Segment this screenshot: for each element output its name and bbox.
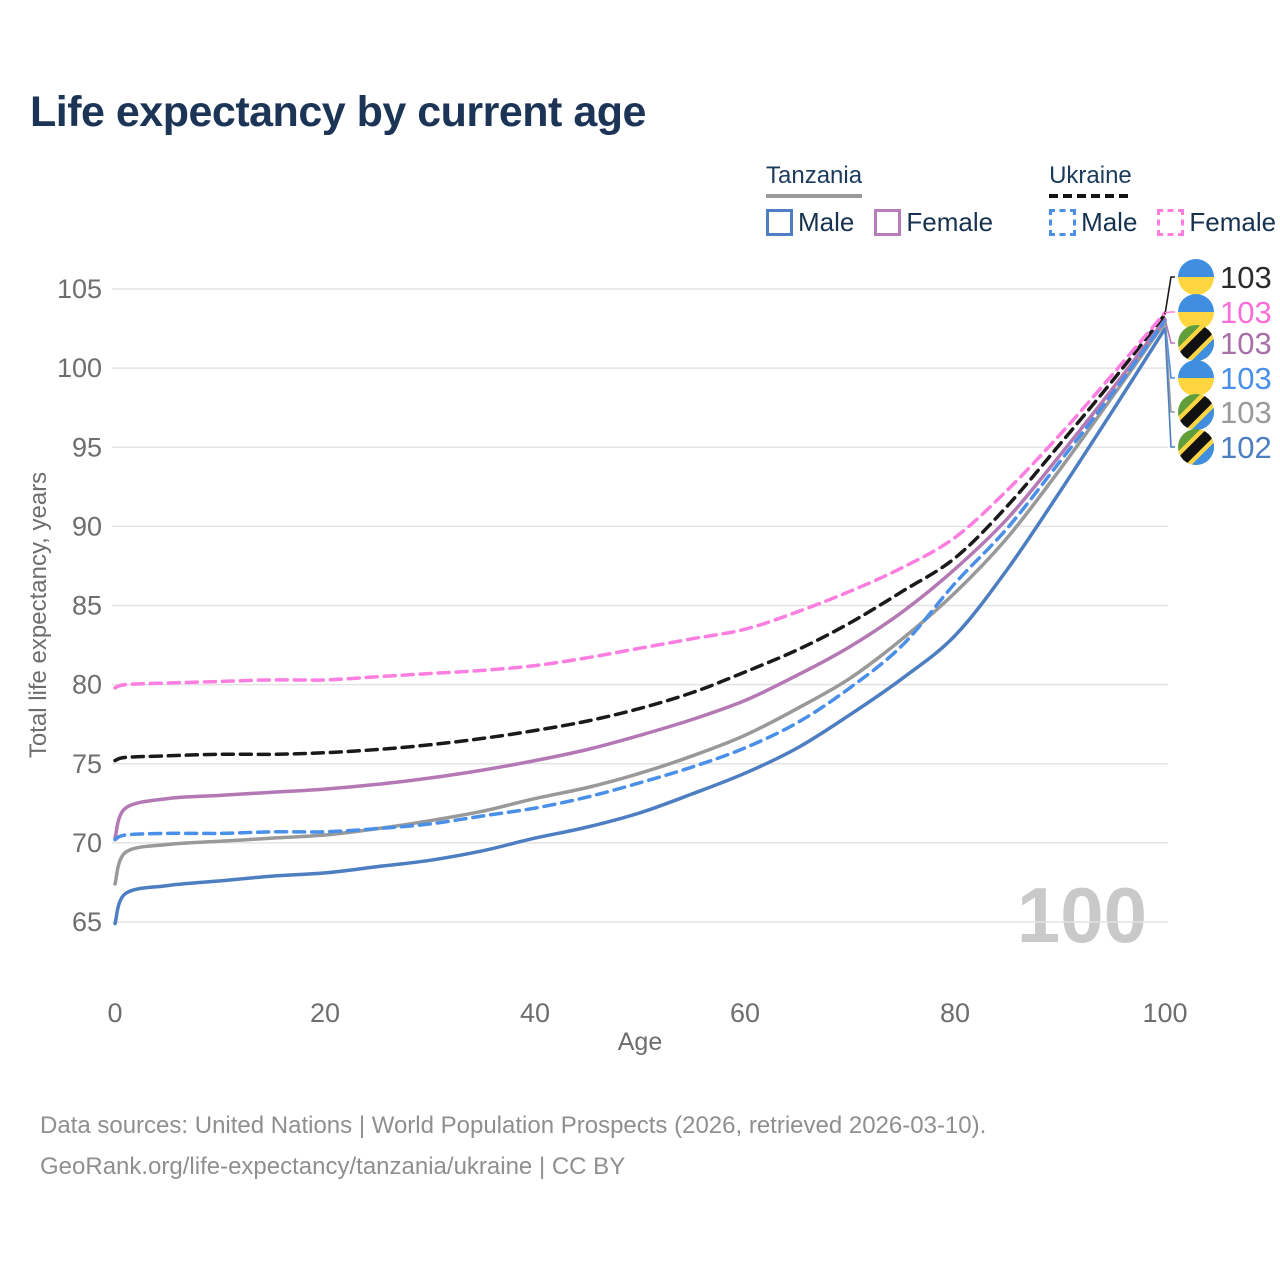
end-label-connector [1164, 276, 1175, 315]
footer-data-sources: Data sources: United Nations | World Pop… [40, 1112, 987, 1139]
end-value-label: 103 [1220, 361, 1272, 396]
end-value-label: 103 [1220, 395, 1272, 430]
legend-item-ukraine-male[interactable]: Male [1049, 207, 1137, 238]
end-label-connector [1164, 311, 1175, 314]
legend-item-label: Male [1081, 207, 1138, 237]
end-label-tz-male: 102 [1178, 429, 1272, 465]
legend-item-label: Female [1189, 207, 1277, 237]
x-tick-label: 0 [107, 998, 122, 1028]
end-label-ua-all: 103 [1178, 259, 1272, 295]
y-tick-label: 90 [72, 511, 102, 541]
end-value-label: 102 [1220, 430, 1272, 465]
ukraine-flag-icon [1178, 294, 1214, 330]
tanzania-flag-icon [1178, 394, 1214, 430]
ukraine-male-swatch-icon [1049, 209, 1077, 236]
y-tick-label: 75 [72, 749, 102, 779]
end-label-connector [1164, 328, 1175, 448]
ukraine-flag-icon [1178, 360, 1214, 396]
y-tick-label: 65 [72, 907, 102, 937]
end-value-label: 103 [1220, 326, 1272, 361]
legend-group-tanzania: Tanzania Male Female [766, 162, 993, 238]
end-label-connector [1164, 322, 1175, 413]
footer-attribution[interactable]: GeoRank.org/life-expectancy/tanzania/ukr… [40, 1153, 626, 1180]
line-tz-male [113, 326, 1167, 926]
footer: Data sources: United Nations | World Pop… [40, 1105, 986, 1187]
end-label-ua-male: 103 [1178, 360, 1272, 396]
end-value-label: 103 [1220, 295, 1272, 330]
end-value-label: 103 [1220, 260, 1272, 295]
tanzania-flag-icon [1178, 429, 1214, 465]
ukraine-flag-icon [1178, 259, 1214, 295]
legend-group-ukraine: Ukraine Male Female [1049, 162, 1276, 238]
y-axis-title: Total life expectancy, years [25, 472, 52, 758]
x-axis-title: Age [618, 1028, 662, 1056]
y-tick-label: 85 [72, 591, 102, 621]
tanzania-solid-line-swatch [766, 194, 863, 198]
legend: Tanzania Male Female Ukraine Male [766, 162, 1276, 238]
legend-item-ukraine-female[interactable]: Female [1157, 207, 1276, 238]
y-tick-label: 100 [57, 353, 102, 383]
legend-item-tanzania-female[interactable]: Female [874, 207, 993, 238]
legend-item-label: Male [798, 207, 855, 237]
x-tick-label: 40 [520, 998, 550, 1028]
ukraine-dashed-line-swatch [1049, 194, 1132, 198]
x-tick-label: 20 [310, 998, 340, 1028]
tanzania-male-swatch-icon [766, 209, 793, 236]
legend-item-tanzania-male[interactable]: Male [766, 207, 854, 238]
y-tick-label: 80 [72, 670, 102, 700]
tanzania-female-swatch-icon [874, 209, 902, 236]
end-label-connector [1164, 318, 1175, 344]
age-counter-watermark: 100 [1017, 871, 1147, 959]
end-label-tz-female: 103 [1178, 325, 1272, 361]
tanzania-flag-icon [1178, 325, 1214, 361]
line-ua-all [113, 312, 1167, 763]
x-tick-label: 100 [1142, 998, 1187, 1028]
y-tick-label: 70 [72, 828, 102, 858]
end-label-tz-all: 103 [1178, 394, 1272, 430]
end-label-connector [1164, 320, 1175, 379]
x-tick-label: 80 [940, 998, 970, 1028]
line-tz-all [113, 320, 1167, 886]
y-tick-label: 95 [72, 432, 102, 462]
page-title: Life expectancy by current age [30, 88, 646, 136]
line-ua-male [113, 318, 1167, 842]
ukraine-female-swatch-icon [1157, 209, 1185, 236]
legend-country-tanzania[interactable]: Tanzania [766, 162, 863, 189]
line-ua-female [113, 310, 1167, 690]
end-label-ua-female: 103 [1178, 294, 1272, 330]
legend-item-label: Female [906, 207, 994, 237]
line-tz-female [113, 317, 1167, 840]
y-tick-label: 105 [57, 274, 102, 304]
x-tick-label: 60 [730, 998, 760, 1028]
legend-country-ukraine[interactable]: Ukraine [1049, 162, 1132, 189]
